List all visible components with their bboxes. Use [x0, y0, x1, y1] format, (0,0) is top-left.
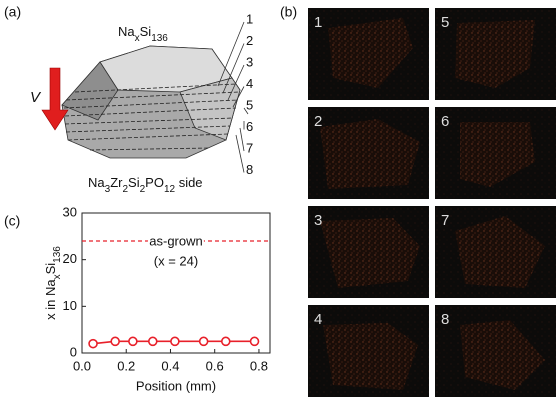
- micrograph: 6: [435, 107, 556, 199]
- slice-label: 3: [246, 54, 253, 69]
- y-tick-label: 20: [63, 251, 77, 266]
- data-point: [149, 337, 157, 345]
- data-point: [251, 337, 259, 345]
- image-number: 4: [314, 311, 322, 328]
- slice-label: 8: [246, 162, 253, 177]
- formula: NaxSi136: [118, 24, 168, 44]
- micrograph: 2: [308, 107, 429, 199]
- micrograph: 5: [435, 8, 556, 100]
- slice-label: 2: [246, 33, 253, 48]
- x-tick-label: 0.0: [73, 358, 91, 373]
- data-point: [129, 337, 137, 345]
- image-number: 8: [441, 311, 449, 328]
- panel-label: (c): [4, 213, 20, 229]
- x-tick-label: 0.2: [117, 358, 135, 373]
- text-part: Na: [88, 175, 105, 190]
- data-point: [222, 337, 230, 345]
- image-number: 6: [441, 113, 449, 130]
- image-number: 5: [441, 14, 449, 31]
- text-part: Si: [140, 24, 152, 39]
- x-axis-label: Position (mm): [136, 378, 216, 393]
- micrograph: 7: [435, 206, 556, 298]
- image-number: 3: [314, 212, 322, 229]
- data-point: [111, 337, 119, 345]
- text-part: side: [175, 175, 202, 190]
- y-tick-label: 10: [63, 298, 77, 313]
- panel-label: (b): [280, 4, 297, 20]
- text-part: x in Na: [43, 279, 58, 320]
- image-number: 2: [314, 113, 322, 130]
- leader-line: [240, 128, 244, 151]
- annotation: as-grown: [149, 233, 202, 248]
- x-tick-label: 0.8: [250, 358, 268, 373]
- data-point: [171, 337, 179, 345]
- velocity-arrow: [42, 68, 68, 130]
- subscript: 12: [164, 184, 176, 195]
- slice-label: 4: [246, 76, 253, 91]
- text-part: Si: [128, 175, 140, 190]
- micrograph: 3: [308, 206, 429, 298]
- y-tick-label: 30: [63, 204, 77, 219]
- subscript: 136: [52, 246, 63, 263]
- leader-line: [236, 135, 244, 173]
- slice-label: 5: [246, 97, 253, 112]
- subscript: 136: [151, 33, 168, 44]
- figure: (a) (b) (c) V NaxSi136 Na3Zr2Si2PO12 sid…: [0, 0, 556, 405]
- panel-label: (a): [4, 4, 21, 20]
- slice-label: 1: [246, 11, 253, 26]
- slice-label: 7: [246, 140, 253, 155]
- text-part: Na: [118, 24, 135, 39]
- micrograph: 8: [435, 305, 556, 397]
- formula: Na3Zr2Si2PO12 side: [88, 175, 203, 195]
- x-tick-label: 0.6: [206, 358, 224, 373]
- slice-label: 6: [246, 119, 253, 134]
- micrograph: 1: [308, 8, 429, 100]
- y-axis-label: x in NaxSi136: [43, 246, 63, 320]
- data-point: [89, 340, 97, 348]
- image-number: 7: [441, 212, 449, 229]
- text-part: PO: [145, 175, 164, 190]
- data-point: [200, 337, 208, 345]
- x-tick-label: 0.4: [161, 358, 179, 373]
- y-tick-label: 0: [70, 344, 77, 359]
- text-part: Si: [43, 263, 58, 275]
- image-number: 1: [314, 14, 322, 31]
- annotation: (x = 24): [154, 253, 198, 268]
- velocity-label: V: [30, 89, 42, 106]
- text-part: Zr: [110, 175, 123, 190]
- micrograph: 4: [308, 305, 429, 397]
- crystal: [62, 46, 240, 158]
